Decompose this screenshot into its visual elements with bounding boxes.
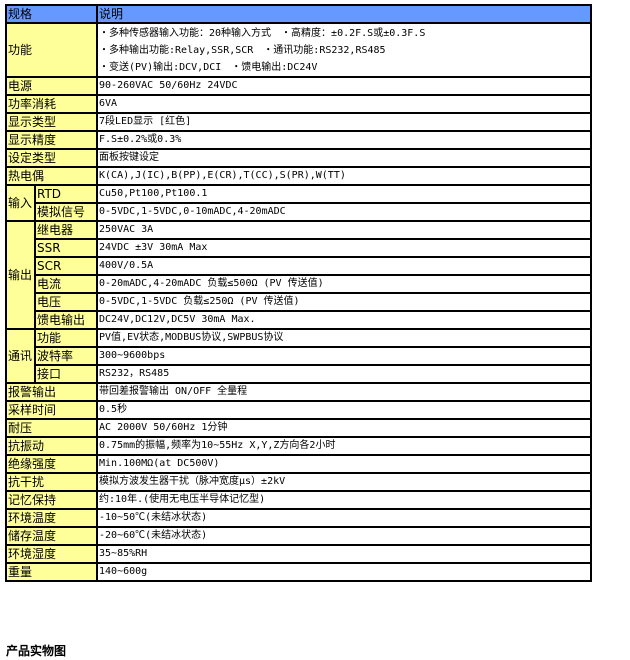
- row-value: DC24V,DC12V,DC5V 30mA Max.: [96, 310, 592, 330]
- table-row: 显示精度 F.S±0.2%或0.3%: [4, 130, 592, 150]
- row-label: 功能: [33, 328, 99, 348]
- table-row: 环境湿度 35~85%RH: [4, 544, 592, 564]
- table-row: 模拟信号 0-5VDC,1-5VDC,0-10mADC,4-20mADC: [6, 202, 592, 222]
- table-row: 热电偶 K(CA),J(IC),B(PP),E(CR),T(CC),S(PR),W…: [4, 166, 592, 186]
- table-row: 电源 90-260VAC 50/60Hz 24VDC: [4, 76, 592, 96]
- row-value: 90-260VAC 50/60Hz 24VDC: [96, 76, 592, 96]
- row-value: 140~600g: [96, 562, 592, 582]
- row-value: 0-5VDC,1-5VDC,0-10mADC,4-20mADC: [96, 202, 592, 222]
- row-label: 馈电输出: [33, 310, 99, 330]
- table-row: 电压 0-5VDC,1-5VDC 负载≤250Ω (PV 传送值): [6, 292, 592, 312]
- row-value: 250VAC 3A: [96, 220, 592, 240]
- row-label: 重量: [4, 562, 99, 582]
- row-label: 环境湿度: [4, 544, 99, 564]
- row-value: -10~50℃(未结冰状态): [96, 508, 592, 528]
- row-label: RTD: [33, 184, 99, 204]
- row-label: 功能: [4, 22, 99, 78]
- row-label: 耐压: [4, 418, 99, 438]
- table-row: SSR 24VDC ±3V 30mA Max: [6, 238, 592, 258]
- row-label: 接口: [33, 364, 99, 384]
- row-value: 400V/0.5A: [96, 256, 592, 276]
- header-desc: 说明: [96, 4, 592, 24]
- table-row: 报警输出 带回差报警输出 ON/OFF 全量程: [4, 382, 592, 402]
- row-label: 采样时间: [4, 400, 99, 420]
- function-line: ・多种传感器输入功能：20种输入方式 ・高精度：±0.2F.S或±0.3F.S: [99, 27, 426, 39]
- row-label: 设定类型: [4, 148, 99, 168]
- table-row: 功率消耗 6VA: [4, 94, 592, 114]
- row-value: K(CA),J(IC),B(PP),E(CR),T(CC),S(PR),W(TT…: [96, 166, 592, 186]
- row-label: 模拟信号: [33, 202, 99, 222]
- row-value: -20~60℃(未结冰状态): [96, 526, 592, 546]
- product-photo-heading: 产品实物图: [6, 644, 67, 658]
- table-row: 设定类型 面板按键设定: [4, 148, 592, 168]
- row-label: SCR: [33, 256, 99, 276]
- row-value: 24VDC ±3V 30mA Max: [96, 238, 592, 258]
- row-value: 35~85%RH: [96, 544, 592, 564]
- row-value: 0.75mm的振幅,频率为10~55Hz X,Y,Z方向各2小时: [96, 436, 592, 456]
- row-label: 功率消耗: [4, 94, 99, 114]
- function-line: ・多种输出功能:Relay,SSR,SCR ・通讯功能:RS232,RS485: [99, 44, 386, 56]
- table-row: 重量 140~600g: [4, 562, 592, 582]
- row-value: 0-20mADC,4-20mADC 负载≤500Ω (PV 传送值): [96, 274, 592, 294]
- row-label: 记忆保持: [4, 490, 99, 510]
- table-row: 馈电输出 DC24V,DC12V,DC5V 30mA Max.: [6, 310, 592, 330]
- table-row: 输入 RTD Cu50,Pt100,Pt100.1: [5, 184, 592, 222]
- function-desc: ・多种传感器输入功能：20种输入方式 ・高精度：±0.2F.S或±0.3F.S …: [96, 22, 592, 78]
- row-label: 电流: [33, 274, 99, 294]
- row-value: 带回差报警输出 ON/OFF 全量程: [96, 382, 592, 402]
- row-label: 显示类型: [4, 112, 99, 132]
- row-value: 300~9600bps: [96, 346, 592, 366]
- table-row: 环境温度 -10~50℃(未结冰状态): [4, 508, 592, 528]
- group-label: 通讯: [5, 328, 36, 384]
- table-row: 显示类型 7段LED显示 [红色]: [4, 112, 592, 132]
- row-label: 抗振动: [4, 436, 99, 456]
- table-row: 耐压 AC 2000V 50/60Hz 1分钟: [4, 418, 592, 438]
- table-row: 抗干扰 模拟方波发生器干扰（脉冲宽度μs）±2kV: [4, 472, 592, 492]
- row-value: RS232，RS485: [96, 364, 592, 384]
- row-value: Min.100MΩ(at DC500V): [96, 454, 592, 474]
- row-value: 6VA: [96, 94, 592, 114]
- row-label: 环境温度: [4, 508, 99, 528]
- table-row: 绝缘强度 Min.100MΩ(at DC500V): [4, 454, 592, 474]
- row-label: SSR: [33, 238, 99, 258]
- table-row: 抗振动 0.75mm的振幅,频率为10~55Hz X,Y,Z方向各2小时: [4, 436, 592, 456]
- table-row: 电流 0-20mADC,4-20mADC 负载≤500Ω (PV 传送值): [6, 274, 592, 294]
- row-label: 继电器: [33, 220, 99, 240]
- row-value: 模拟方波发生器干扰（脉冲宽度μs）±2kV: [96, 472, 592, 492]
- row-label: 热电偶: [4, 166, 99, 186]
- row-value: AC 2000V 50/60Hz 1分钟: [96, 418, 592, 438]
- table-row: 功能 ・多种传感器输入功能：20种输入方式 ・高精度：±0.2F.S或±0.3F…: [4, 22, 592, 78]
- group-label: 输入: [5, 184, 36, 222]
- table-row: 输出 继电器 250VAC 3A: [5, 220, 592, 330]
- row-label: 抗干扰: [4, 472, 99, 492]
- row-value: Cu50,Pt100,Pt100.1: [96, 184, 592, 204]
- row-value: PV值,EV状态,MODBUS协议,SWPBUS协议: [96, 328, 592, 348]
- row-label: 电压: [33, 292, 99, 312]
- row-label: 储存温度: [4, 526, 99, 546]
- row-value: 面板按键设定: [96, 148, 592, 168]
- table-row: 采样时间 0.5秒: [4, 400, 592, 420]
- table-row: SCR 400V/0.5A: [6, 256, 592, 276]
- header-spec: 规格: [4, 4, 99, 24]
- table-row: 接口 RS232，RS485: [6, 364, 592, 384]
- table-row: 记忆保持 约:10年.(使用无电压半导体记忆型): [4, 490, 592, 510]
- table-row: 通讯 功能 PV值,EV状态,MODBUS协议,SWPBUS协议: [5, 328, 592, 384]
- group-label: 输出: [5, 220, 36, 330]
- row-label: 电源: [4, 76, 99, 96]
- row-value: F.S±0.2%或0.3%: [96, 130, 592, 150]
- table-row: 波特率 300~9600bps: [6, 346, 592, 366]
- row-value: 0.5秒: [96, 400, 592, 420]
- row-label: 显示精度: [4, 130, 99, 150]
- spec-table: 规格 说明 功能 ・多种传感器输入功能：20种输入方式 ・高精度：±0.2F.S…: [4, 4, 592, 582]
- row-label: 波特率: [33, 346, 99, 366]
- function-line: ・变送(PV)输出:DCV,DCI ・馈电输出:DC24V: [99, 61, 318, 73]
- row-value: 0-5VDC,1-5VDC 负载≤250Ω (PV 传送值): [96, 292, 592, 312]
- row-value: 7段LED显示 [红色]: [96, 112, 592, 132]
- row-label: 报警输出: [4, 382, 99, 402]
- row-value: 约:10年.(使用无电压半导体记忆型): [96, 490, 592, 510]
- row-label: 绝缘强度: [4, 454, 99, 474]
- table-row: 储存温度 -20~60℃(未结冰状态): [4, 526, 592, 546]
- table-header: 规格 说明: [4, 4, 592, 24]
